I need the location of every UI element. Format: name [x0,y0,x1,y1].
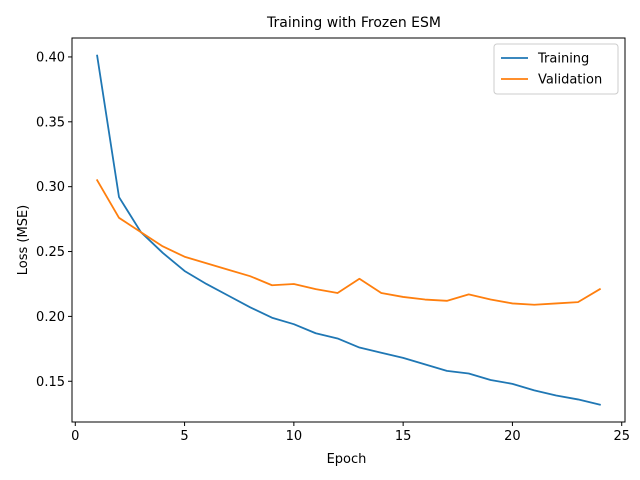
x-tick-label: 10 [286,429,303,444]
y-tick-label: 0.20 [36,310,65,325]
y-axis-ticks: 0.15 0.20 0.25 0.30 0.35 0.40 [36,50,72,390]
series-layer [95,54,602,406]
legend: Training Validation [493,43,619,95]
x-tick-label: 0 [71,429,79,444]
y-tick-label: 0.25 [36,245,65,260]
x-axis-label: Epoch [327,452,367,467]
x-tick-label: 25 [613,429,630,444]
legend-label-validation: Validation [538,73,602,88]
chart-title: Training with Frozen ESM [266,15,441,31]
x-axis-ticks: 0 5 10 15 20 25 [71,422,630,444]
y-tick-label: 0.40 [36,50,65,65]
y-tick-label: 0.30 [36,180,65,195]
x-tick-label: 20 [504,429,521,444]
y-tick-label: 0.15 [36,375,65,390]
x-tick-label: 5 [180,429,188,444]
legend-box [493,43,619,95]
series-line-validation [95,178,602,306]
y-tick-label: 0.35 [36,115,65,130]
legend-label-training: Training [537,52,589,67]
y-axis-label: Loss (MSE) [16,205,31,275]
plot-frame [71,37,626,423]
series-line-training [96,54,601,406]
x-tick-label: 15 [395,429,412,444]
